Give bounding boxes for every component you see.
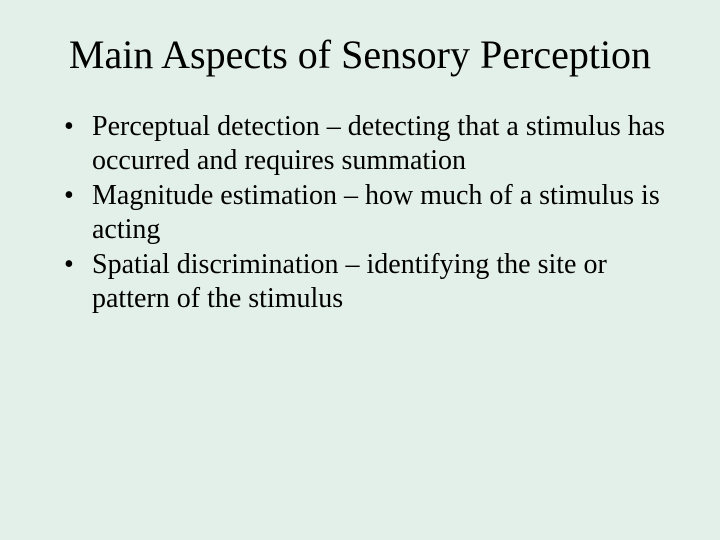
slide-title: Main Aspects of Sensory Perception — [48, 32, 672, 78]
bullet-list: Perceptual detection – detecting that a … — [48, 110, 672, 316]
list-item: Perceptual detection – detecting that a … — [64, 110, 672, 177]
slide-container: Main Aspects of Sensory Perception Perce… — [0, 0, 720, 540]
list-item: Magnitude estimation – how much of a sti… — [64, 179, 672, 246]
list-item: Spatial discrimination – identifying the… — [64, 248, 672, 315]
